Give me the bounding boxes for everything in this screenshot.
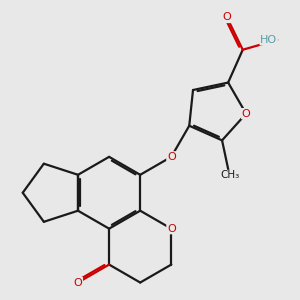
Text: O: O xyxy=(167,224,176,234)
Text: O: O xyxy=(242,109,250,119)
Text: O: O xyxy=(167,152,176,162)
Text: HO: HO xyxy=(260,35,277,45)
Text: O: O xyxy=(74,278,82,287)
Text: CH₃: CH₃ xyxy=(220,170,239,181)
Text: O: O xyxy=(223,13,231,22)
